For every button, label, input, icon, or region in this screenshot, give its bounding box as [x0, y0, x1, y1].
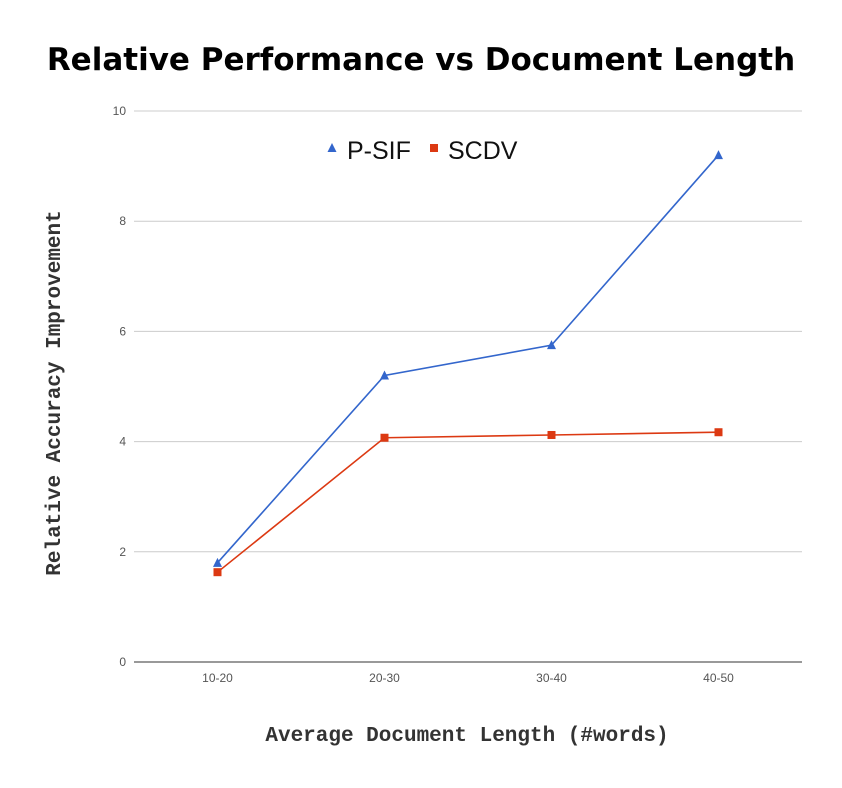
y-tick-label: 8: [119, 214, 126, 228]
y-tick-label: 0: [119, 655, 126, 669]
data-point-scdv: [213, 568, 222, 577]
data-point-p-sif: [714, 150, 723, 160]
x-tick-label: 10-20: [202, 671, 233, 685]
data-point-p-sif: [547, 340, 556, 350]
grid-lines: [134, 110, 802, 663]
y-axis-ticks: 0 2 4 6 8 10: [113, 104, 127, 669]
data-point-scdv: [714, 428, 723, 437]
data-point-scdv: [547, 430, 556, 439]
legend-marker-scdv: [430, 144, 438, 152]
legend-label-p-sif: P-SIF: [347, 137, 411, 165]
y-tick-label: 6: [119, 324, 126, 338]
y-tick-label: 4: [119, 435, 126, 449]
data-point-p-sif: [213, 557, 222, 567]
x-axis-ticks: 10-20 20-30 30-40 40-50: [202, 671, 734, 685]
y-axis-label: Relative Accuracy Improvement: [44, 210, 67, 575]
legend-marker-p-sif: [327, 143, 337, 152]
legend-label-scdv: SCDV: [448, 137, 518, 165]
x-axis-label: Average Document Length (#words): [265, 725, 668, 748]
data-point-scdv: [380, 433, 389, 442]
series-line-scdv: [216, 431, 719, 573]
series-group: [213, 150, 723, 577]
x-tick-label: 30-40: [536, 671, 567, 685]
x-tick-label: 40-50: [703, 671, 734, 685]
legend: P-SIF SCDV: [327, 137, 518, 165]
data-point-p-sif: [380, 370, 389, 380]
chart-title: Relative Performance vs Document Length: [47, 42, 795, 78]
series-line-p-sif: [216, 154, 720, 564]
y-tick-label: 10: [113, 104, 127, 118]
y-tick-label: 2: [119, 545, 126, 559]
x-tick-label: 20-30: [369, 671, 400, 685]
